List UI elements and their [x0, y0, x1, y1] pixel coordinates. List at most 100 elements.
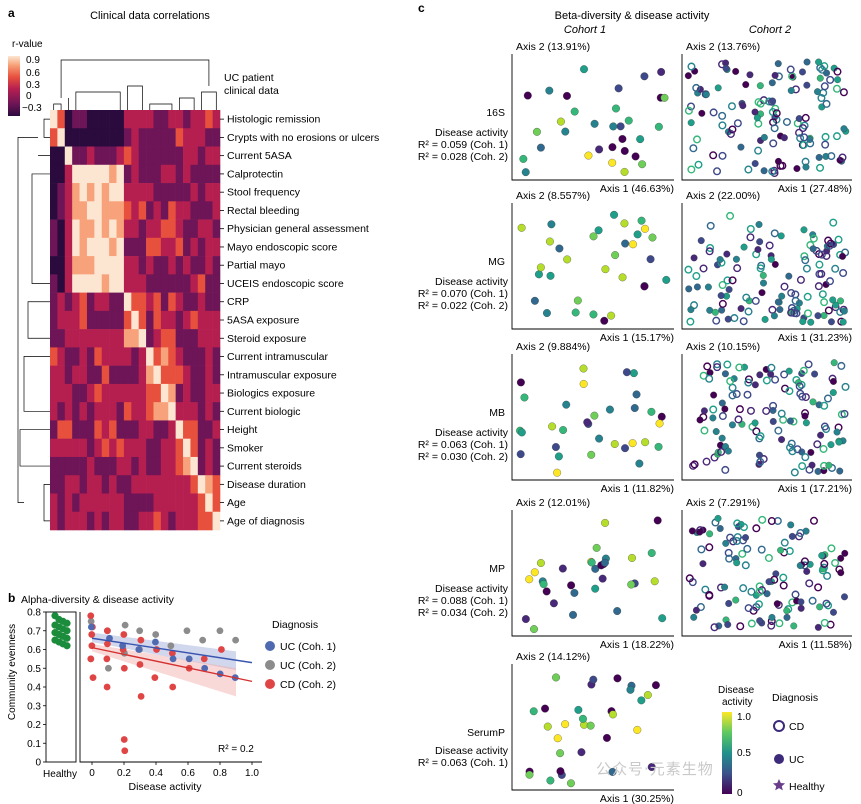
- heatmap-cell: [94, 420, 103, 439]
- sample-ring-point: [801, 256, 810, 265]
- ordination-y-label: Axis 2 (13.76%): [686, 41, 760, 53]
- heatmap-cell: [50, 237, 58, 257]
- sample-point: [684, 72, 692, 80]
- sample-ring-point: [705, 543, 714, 552]
- heatmap-cell: [197, 310, 206, 330]
- heatmap-cell: [197, 164, 206, 184]
- sample-point: [797, 598, 805, 606]
- heatmap-cell: [50, 146, 58, 166]
- disease-activity-stat-label: Disease activity: [435, 745, 509, 757]
- sample-point: [636, 135, 645, 144]
- heatmap-cell: [94, 183, 103, 202]
- sample-ring-point: [813, 440, 822, 449]
- sample-point: [715, 622, 723, 630]
- heatmap-cell: [205, 164, 213, 184]
- heatmap-cell: [50, 511, 58, 531]
- heatmap-colorbar-label: r-value: [12, 39, 43, 50]
- ordination-x-label: Axis 1 (31.23%): [778, 332, 852, 344]
- sample-ring-point: [725, 554, 734, 563]
- heatmap-cell: [94, 219, 103, 239]
- heatmap-cell: [212, 237, 221, 257]
- r-squared-coh2: R² = 0.028 (Coh. 2): [418, 151, 508, 163]
- heatmap-cell: [168, 292, 176, 312]
- sample-point: [554, 452, 563, 461]
- heatmap-cell: [168, 383, 176, 403]
- sample-point: [693, 283, 701, 291]
- heatmap-cell: [146, 110, 154, 129]
- heatmap-cell: [212, 146, 221, 166]
- sample-ring-point: [754, 119, 763, 128]
- sample-ring-point: [820, 422, 829, 431]
- heatmap-cell: [183, 420, 191, 439]
- heatmap-cell: [146, 493, 154, 513]
- sample-point: [605, 405, 614, 414]
- sample-ring-point: [824, 601, 833, 610]
- sample-ring-point: [815, 260, 824, 269]
- sample-point: [563, 91, 571, 100]
- sample-ring-point: [684, 265, 693, 274]
- sample-ring-point: [693, 135, 702, 144]
- heatmap-row-label: Calprotectin: [227, 168, 283, 180]
- evenness-point: [121, 747, 129, 755]
- sample-point: [579, 714, 587, 723]
- sample-point: [776, 306, 784, 314]
- activity-colorbar-title: Disease: [718, 685, 755, 696]
- heatmap-cell: [131, 164, 139, 184]
- sample-point: [733, 559, 741, 567]
- sample-ring-point: [718, 151, 727, 160]
- ordination-y-label: Axis 2 (22.00%): [686, 190, 760, 202]
- sample-point: [830, 359, 838, 367]
- sample-ring-point: [718, 60, 727, 69]
- heatmap-cell: [64, 274, 73, 293]
- sample-ring-point: [786, 65, 795, 74]
- heatmap-cell: [101, 201, 110, 220]
- heatmap-cell: [72, 475, 80, 494]
- heatmap-cell: [160, 402, 169, 421]
- heatmap-cell: [168, 511, 176, 531]
- heatmap-cell: [94, 310, 103, 330]
- heatmap-cell: [94, 274, 103, 293]
- heatmap-cell: [175, 219, 184, 239]
- sample-ring-point: [726, 377, 735, 386]
- sample-point: [589, 310, 598, 319]
- sample-point: [621, 444, 629, 453]
- evenness-point: [105, 664, 112, 672]
- evenness-point: [183, 627, 191, 635]
- heatmap-cell: [197, 128, 206, 147]
- sample-point: [800, 226, 808, 234]
- heatmap-cell: [146, 438, 154, 458]
- heatmap-cell: [153, 110, 162, 129]
- sample-point: [541, 704, 550, 713]
- sample-ring-point: [733, 264, 742, 273]
- sample-point: [802, 419, 810, 427]
- heatmap-cell: [212, 456, 221, 476]
- heatmap-cell: [86, 347, 95, 366]
- sample-ring-point: [754, 146, 763, 155]
- sample-point: [579, 364, 588, 373]
- sample-ring-point: [833, 67, 842, 76]
- sample-ring-point: [841, 382, 850, 391]
- sample-ring-point: [738, 549, 747, 558]
- legend-cd-coh2: CD (Coh. 2): [280, 679, 336, 691]
- heatmap-cell: [57, 292, 66, 312]
- heatmap-cell: [160, 256, 169, 275]
- ordination-y-label: Axis 2 (9.884%): [516, 341, 590, 353]
- sample-point: [724, 447, 732, 455]
- ordination-axes: [681, 510, 852, 637]
- sample-point: [809, 398, 817, 406]
- heatmap-cell: [138, 511, 147, 531]
- dendrogram-branch: [43, 118, 50, 138]
- sample-ring-point: [785, 387, 794, 396]
- correlation-heatmap: [50, 110, 221, 531]
- sample-point: [600, 316, 609, 325]
- dendrogram-branch: [75, 91, 121, 110]
- sample-point: [647, 407, 656, 416]
- sample-ring-point: [791, 296, 800, 305]
- sample-point: [628, 439, 637, 448]
- sample-point: [739, 102, 747, 110]
- sample-point: [742, 81, 750, 89]
- sample-ring-point: [824, 306, 833, 315]
- heatmap-cell: [116, 274, 125, 293]
- sample-ring-point: [755, 587, 764, 596]
- sample-ring-point: [739, 584, 748, 593]
